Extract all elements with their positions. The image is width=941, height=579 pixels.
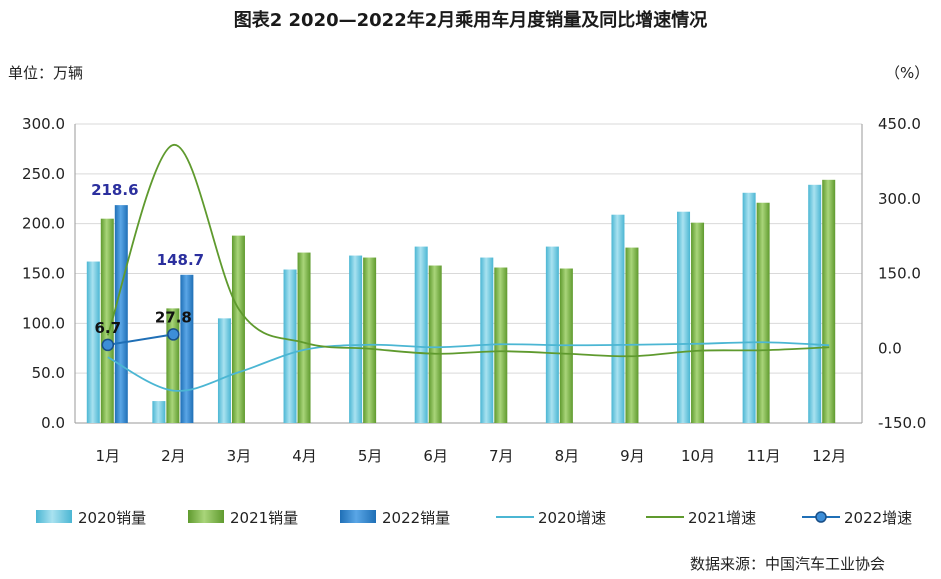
data-label: 148.7 (157, 251, 204, 269)
line-2020增速 (107, 341, 830, 392)
y-left-tick-label: 50.0 (32, 364, 65, 382)
bar-2022销量 (180, 274, 194, 423)
bar-2020销量 (611, 214, 625, 423)
bar-2021销量 (691, 222, 705, 423)
bar-2020销量 (283, 269, 297, 423)
bar-2020销量 (742, 192, 756, 423)
bar-2020销量 (86, 261, 100, 423)
marker-2022增速 (101, 338, 115, 352)
legend-swatch-2021销量 (188, 510, 224, 523)
legend-swatch-2020销量 (36, 510, 72, 523)
y-left-unit-label: 单位：万辆 (8, 64, 84, 82)
y-right-tick-label: 0.0 (878, 339, 902, 357)
x-tick-label: 3月 (227, 447, 252, 465)
bar-2020销量 (545, 246, 559, 423)
x-tick-label: 8月 (555, 447, 580, 465)
line-2021增速 (106, 144, 830, 358)
legend-label: 2020增速 (538, 509, 606, 527)
y-left-tick-label: 0.0 (41, 414, 65, 432)
line-2022增速 (107, 333, 174, 346)
y-right-tick-label: 450.0 (878, 115, 921, 133)
bar-2021销量 (494, 267, 508, 423)
x-tick-label: 11月 (747, 447, 781, 465)
legend-label: 2022销量 (382, 509, 450, 527)
bar-2021销量 (297, 252, 311, 423)
chart-title: 图表2 2020—2022年2月乘用车月度销量及同比增速情况 (233, 10, 708, 31)
x-tick-label: 12月 (812, 447, 846, 465)
x-tick-label: 7月 (489, 447, 514, 465)
data-label: 27.8 (155, 308, 192, 326)
x-tick-label: 9月 (620, 447, 645, 465)
legend-label: 2022增速 (844, 509, 912, 527)
bar-2020销量 (808, 184, 822, 423)
y-left-tick-label: 200.0 (22, 215, 65, 233)
bar-2021销量 (428, 265, 442, 423)
bar-2021销量 (625, 247, 639, 423)
bar-2020销量 (414, 246, 428, 423)
x-tick-label: 6月 (423, 447, 448, 465)
bar-2020销量 (152, 401, 166, 423)
x-tick-label: 1月 (96, 447, 121, 465)
y-left-tick-label: 300.0 (22, 115, 65, 133)
y-right-tick-label: -150.0 (878, 414, 926, 432)
y-left-tick-label: 150.0 (22, 265, 65, 283)
bar-2021销量 (100, 218, 114, 423)
bar-2020销量 (349, 255, 363, 423)
bar-2021销量 (822, 179, 836, 423)
y-right-tick-label: 150.0 (878, 265, 921, 283)
legend-label: 2020销量 (78, 509, 146, 527)
bar-2020销量 (677, 211, 691, 423)
x-tick-label: 10月 (681, 447, 715, 465)
legend-label: 2021增速 (688, 509, 756, 527)
y-left-tick-label: 100.0 (22, 314, 65, 332)
x-tick-label: 2月 (161, 447, 186, 465)
bar-2022销量 (114, 205, 128, 423)
y-right-unit-label: （%） (885, 64, 930, 82)
data-label: 218.6 (91, 181, 138, 199)
y-right-tick-label: 300.0 (878, 190, 921, 208)
x-tick-label: 5月 (358, 447, 383, 465)
bar-2021销量 (756, 202, 770, 423)
bar-2021销量 (363, 257, 377, 423)
bar-2020销量 (217, 318, 231, 423)
marker-2022增速 (167, 328, 180, 341)
x-tick-label: 4月 (292, 447, 317, 465)
y-left-tick-label: 250.0 (22, 165, 65, 183)
legend-swatch-2022销量 (340, 510, 376, 523)
legend-marker-2022增速 (815, 511, 827, 523)
data-label: 6.7 (95, 319, 122, 337)
bar-2020销量 (480, 257, 494, 423)
legend-label: 2021销量 (230, 509, 298, 527)
bar-2021销量 (231, 235, 245, 423)
source-note: 数据来源：中国汽车工业协会 (690, 555, 886, 573)
